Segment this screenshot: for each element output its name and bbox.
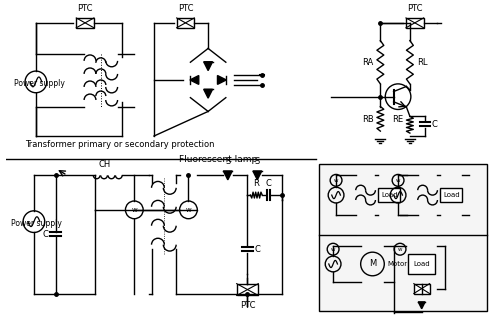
Polygon shape: [190, 76, 199, 84]
Text: PTC: PTC: [77, 4, 93, 13]
Text: C: C: [432, 120, 438, 129]
Text: RB: RB: [362, 115, 373, 124]
Text: PTC: PTC: [407, 4, 422, 13]
Text: RA: RA: [362, 58, 373, 67]
Text: M: M: [369, 259, 376, 269]
Bar: [406, 18, 424, 28]
Text: Power supply: Power supply: [11, 219, 62, 228]
Text: Load: Load: [443, 192, 460, 198]
Text: Fluorescent lamp: Fluorescent lamp: [179, 155, 257, 164]
Text: C: C: [43, 230, 49, 239]
Text: Power supply: Power supply: [14, 79, 65, 88]
Text: Motor: Motor: [387, 261, 407, 267]
Bar: [319, 164, 487, 311]
Text: w: w: [331, 247, 335, 252]
Polygon shape: [418, 302, 425, 309]
Text: R: R: [253, 179, 259, 188]
Text: CH: CH: [98, 160, 111, 168]
Text: C: C: [265, 179, 271, 188]
Text: Load: Load: [381, 192, 397, 198]
Polygon shape: [218, 76, 226, 84]
Text: w: w: [396, 178, 400, 183]
Bar: [76, 18, 94, 28]
Bar: [408, 254, 436, 274]
Text: PTC: PTC: [240, 301, 255, 310]
Text: w: w: [186, 207, 191, 213]
Text: w: w: [334, 178, 338, 183]
Polygon shape: [204, 62, 213, 70]
Polygon shape: [223, 171, 232, 180]
Text: S: S: [255, 157, 260, 166]
Text: S: S: [225, 157, 230, 166]
Bar: [378, 188, 400, 202]
Bar: [237, 284, 258, 295]
Text: Load: Load: [414, 261, 430, 267]
Bar: [441, 188, 462, 202]
Text: Transformer primary or secondary protection: Transformer primary or secondary protect…: [25, 140, 214, 149]
Text: w: w: [131, 207, 137, 213]
Bar: [176, 18, 195, 28]
Text: PTC: PTC: [178, 4, 193, 13]
Text: RE: RE: [392, 115, 403, 124]
Text: C: C: [254, 245, 260, 254]
Text: RL: RL: [417, 58, 427, 67]
Text: w: w: [398, 247, 402, 252]
Polygon shape: [253, 171, 262, 180]
Polygon shape: [204, 89, 213, 98]
Bar: [414, 284, 430, 293]
